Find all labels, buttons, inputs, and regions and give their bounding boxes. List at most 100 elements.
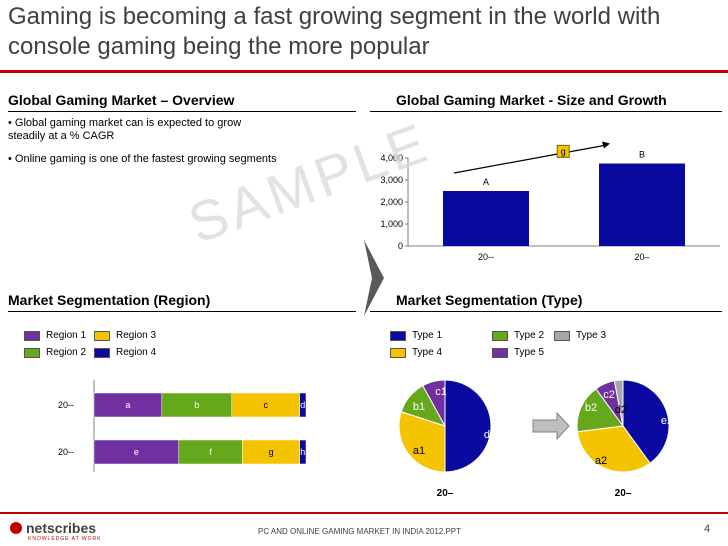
segment-g	[242, 439, 300, 465]
pie-transition-arrow	[532, 411, 570, 441]
pie-year-label: 20–	[615, 488, 632, 499]
segment-h	[299, 439, 307, 465]
type-heading: Market Segmentation (Type)	[396, 292, 583, 308]
overview-bullet-2: • Online gaming is one of the fastest gr…	[8, 153, 277, 165]
y-tick-label: 2,000	[380, 197, 403, 207]
legend-label: Type 4	[412, 347, 443, 358]
segment-a	[93, 392, 163, 418]
logo-mark-icon	[10, 522, 22, 534]
legend-label: Type 5	[514, 347, 545, 358]
legend-type-2: Type 2	[492, 330, 544, 341]
segment-b	[161, 392, 233, 418]
slice-label: c1	[435, 386, 447, 398]
segment-label: a	[125, 400, 130, 410]
growth-arrow-line	[453, 144, 605, 174]
legend-region-1: Region 1	[24, 330, 86, 341]
slice-label: a2	[595, 455, 607, 467]
footer-source: PC AND ONLINE GAMING MARKET IN INDIA 201…	[258, 527, 462, 536]
legend-type-4: Type 4	[390, 347, 442, 358]
legend-type-3: Type 3	[554, 330, 606, 341]
legend-label: Region 3	[116, 330, 157, 341]
slice-c1	[422, 379, 446, 427]
segment-d	[299, 392, 307, 418]
slice-label: a1	[413, 445, 425, 457]
chevron-arrow-shape	[364, 240, 384, 316]
size-growth-chart: 0 1,000 2,000 3,000 4,000 A 20-- B 20– g	[380, 141, 720, 262]
bar-2	[599, 163, 685, 246]
section-arrow	[364, 240, 384, 316]
segment-label: e	[134, 447, 139, 457]
slice-label: d1	[484, 429, 496, 441]
netscribes-logo: netscribes	[10, 520, 96, 536]
segment-label: c	[263, 400, 268, 410]
y-tick-label: 4,000	[380, 153, 403, 163]
size-growth-heading: Global Gaming Market - Size and Growth	[396, 92, 667, 108]
slice-a2	[576, 425, 651, 473]
category-label: 20--	[58, 400, 74, 410]
legend-swatch-region-1	[24, 330, 40, 341]
slice-d2	[613, 379, 624, 427]
slice-d1	[444, 379, 492, 473]
slice-label: b1	[413, 401, 425, 413]
legend-label: Region 1	[46, 330, 87, 341]
legend-swatch-region-3	[94, 330, 110, 341]
legend-swatch-region-4	[94, 347, 110, 358]
slice-label: e2	[661, 415, 673, 427]
legend-swatch-type-1	[390, 330, 406, 341]
y-tick-label: 1,000	[380, 219, 403, 229]
slice-a1	[398, 411, 446, 473]
growth-badge	[556, 144, 570, 158]
pie-year-label: 20–	[437, 488, 454, 499]
region-legend: Region 1 Region 3 Region 2 Region 4	[24, 330, 204, 362]
legend-swatch-type-3	[554, 330, 570, 341]
segment-label: g	[269, 447, 274, 457]
slice-label: b2	[585, 402, 597, 414]
segment-label: f	[209, 447, 212, 457]
segment-label: h	[300, 447, 305, 457]
x-tick-label: 20–	[634, 252, 649, 262]
type-legend: Type 1 Type 2 Type 3 Type 4 Type 5	[390, 330, 620, 362]
logo-tagline: KNOWLEDGE AT WORK	[28, 536, 102, 542]
x-tick-label: 20--	[478, 252, 494, 262]
legend-label: Type 1	[412, 330, 443, 341]
legend-type-1: Type 1	[390, 330, 442, 341]
growth-arrowhead	[602, 141, 610, 149]
legend-label: Type 3	[576, 330, 607, 341]
region-heading-rule	[8, 311, 356, 312]
slice-label: d2	[615, 404, 627, 416]
size-growth-heading-rule	[370, 111, 722, 112]
title-divider	[0, 70, 728, 73]
type-heading-rule	[370, 311, 722, 312]
legend-swatch-region-2	[24, 347, 40, 358]
bar-data-label: B	[639, 150, 645, 160]
growth-label: g	[561, 146, 566, 156]
y-tick-label: 0	[398, 241, 403, 251]
legend-region-3: Region 3	[94, 330, 156, 341]
region-heading: Market Segmentation (Region)	[8, 292, 211, 308]
segment-label: b	[194, 400, 199, 410]
legend-label: Region 4	[116, 347, 157, 358]
legend-swatch-type-2	[492, 330, 508, 341]
legend-region-4: Region 4	[94, 347, 156, 358]
slice-b2	[576, 388, 624, 433]
segment-e	[93, 439, 180, 465]
legend-label: Type 2	[514, 330, 545, 341]
bar-data-label: A	[483, 177, 489, 187]
overview-heading: Global Gaming Market – Overview	[8, 92, 235, 108]
logo-text: netscribes	[26, 520, 97, 536]
slice-e2	[622, 379, 670, 464]
legend-type-5: Type 5	[492, 347, 544, 358]
category-label: 20--	[58, 447, 74, 457]
legend-label: Region 2	[46, 347, 87, 358]
y-tick-label: 3,000	[380, 175, 403, 185]
page-number: 4	[704, 523, 711, 535]
footer-divider	[0, 512, 728, 514]
overview-bullet-1: • Global gaming market can is expected t…	[8, 117, 242, 142]
page-title: Gaming is becoming a fast growing segmen…	[8, 3, 661, 60]
bar-1	[443, 191, 529, 246]
legend-region-2: Region 2	[24, 347, 86, 358]
slice-label: c2	[603, 389, 615, 401]
region-chart: 20-- a b c d 20-- e f g h	[58, 380, 307, 472]
segment-label: d	[300, 400, 305, 410]
